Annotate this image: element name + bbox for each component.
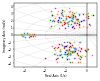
X-axis label: Real Axis (1/s): Real Axis (1/s) [45, 74, 66, 78]
Y-axis label: Imaginary Axis (rad/s): Imaginary Axis (rad/s) [3, 18, 7, 52]
